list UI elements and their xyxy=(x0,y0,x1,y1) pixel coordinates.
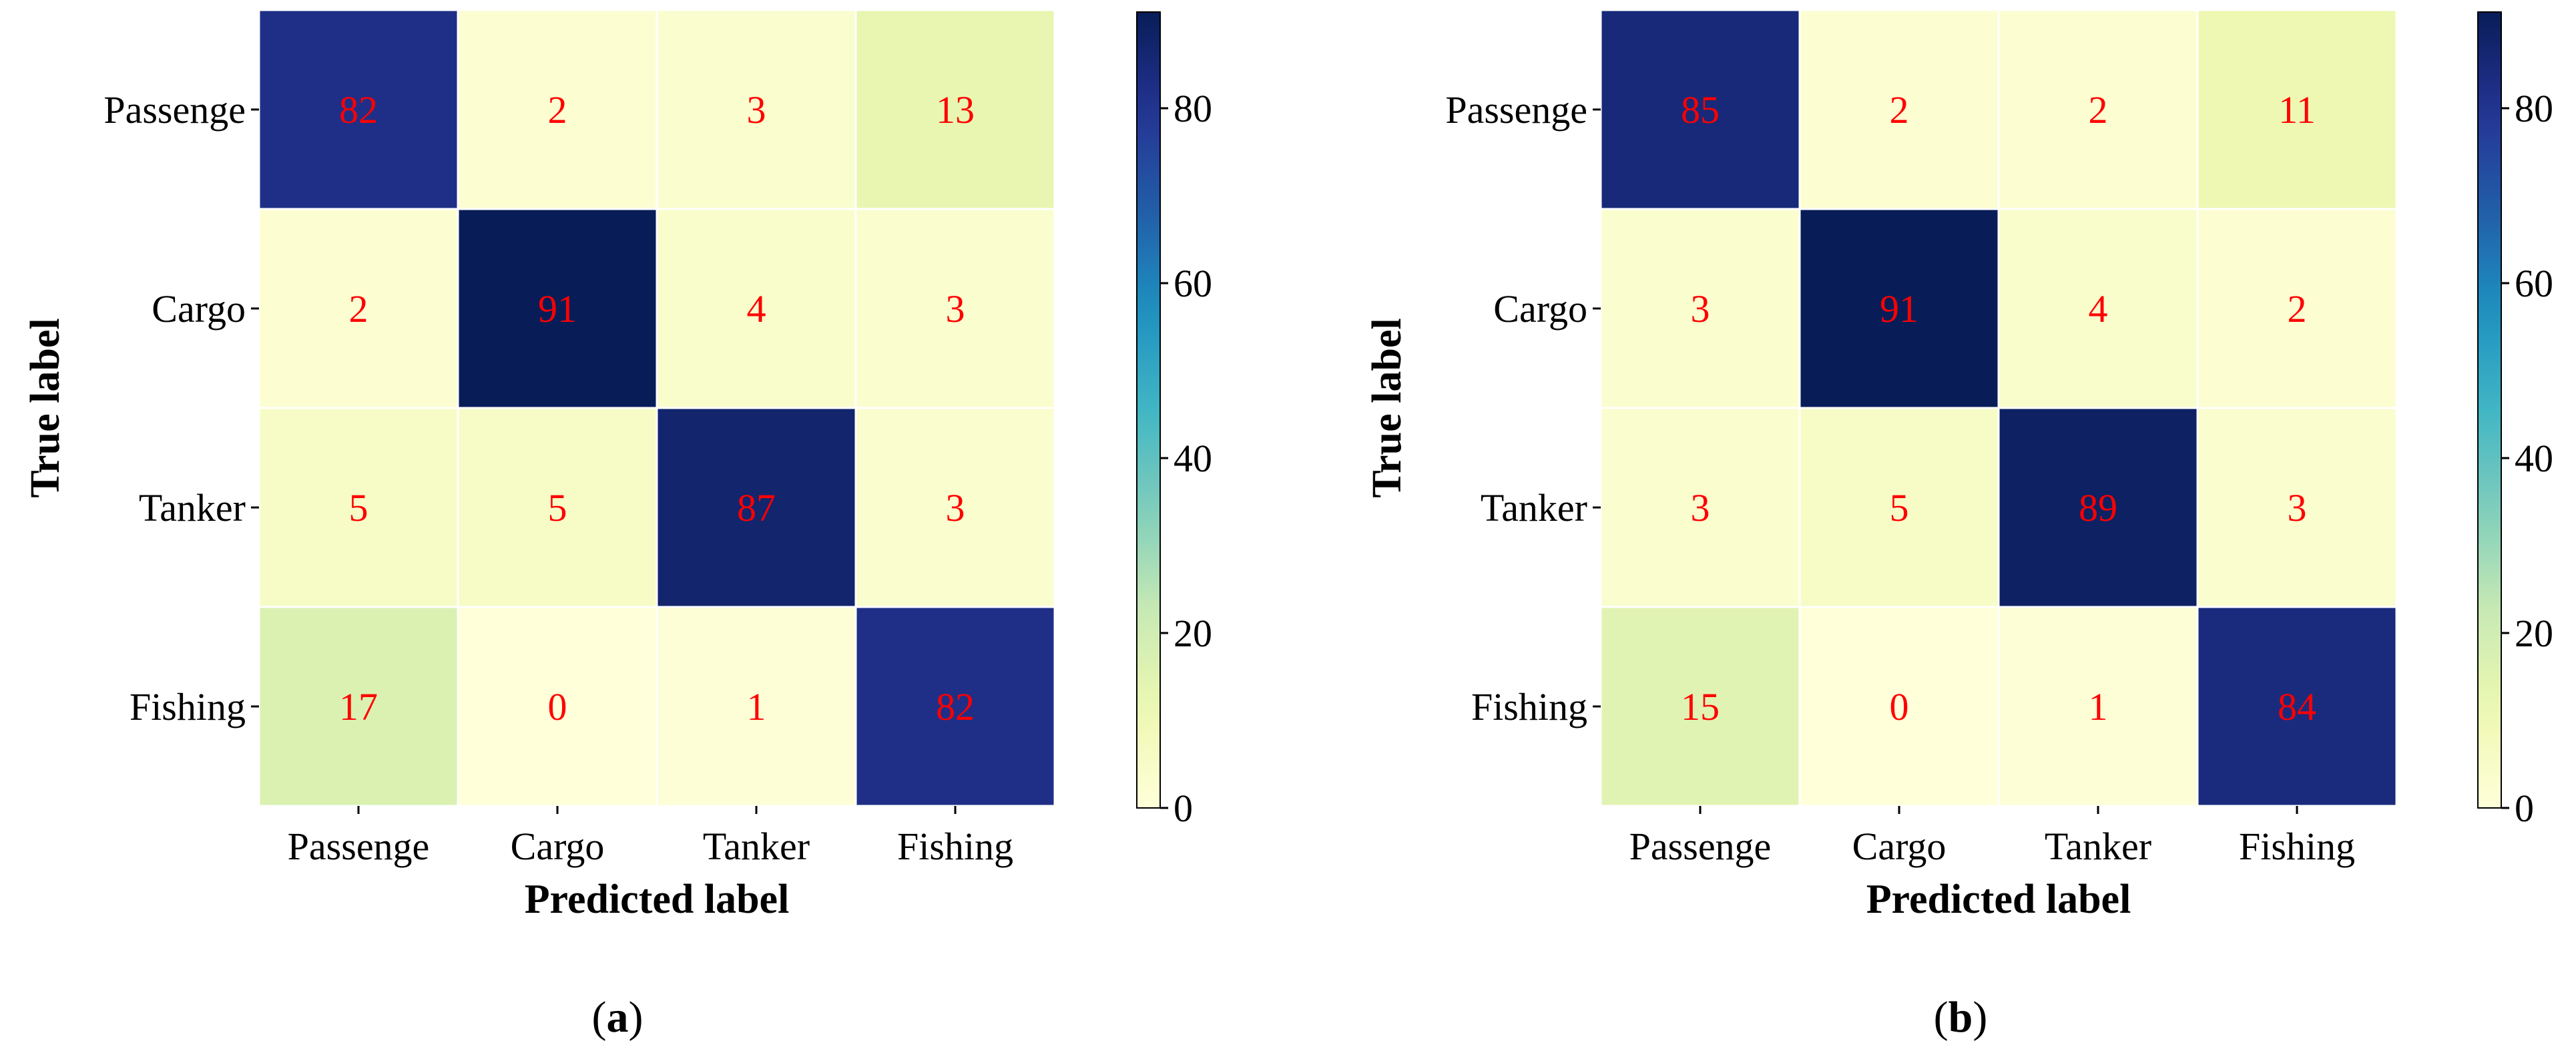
cell-value-label: 2 xyxy=(1890,88,1909,132)
heatmap-cell xyxy=(258,208,459,409)
cell-value-label: 82 xyxy=(339,88,378,132)
colorbar-tick-label: 80 xyxy=(2515,87,2553,130)
heatmap-cell xyxy=(854,9,1056,210)
heatmap-cell xyxy=(656,9,857,210)
cell-value-label: 3 xyxy=(946,287,965,331)
cell-value-label: 3 xyxy=(1691,287,1710,331)
heatmap-cell xyxy=(1798,208,2000,409)
panel-label: (b) xyxy=(1934,993,1988,1042)
colorbar-tick-label: 80 xyxy=(1174,87,1212,130)
heatmap-cell xyxy=(1599,407,1801,608)
cell-value-label: 15 xyxy=(1681,685,1720,728)
cell-value-label: 3 xyxy=(1691,486,1710,530)
heatmap-cell xyxy=(2196,208,2398,409)
colorbar-tick-label: 40 xyxy=(2515,437,2553,480)
cell-value-label: 0 xyxy=(548,685,567,728)
heatmap-cell xyxy=(1599,9,1801,210)
panel-label: (a) xyxy=(592,993,643,1042)
x-tick-label: Passenge xyxy=(1629,825,1772,868)
x-axis-label: Predicted label xyxy=(525,877,790,922)
y-axis-label: True label xyxy=(23,318,68,497)
y-tick-label: Cargo xyxy=(152,287,246,331)
cell-value-label: 11 xyxy=(2278,88,2316,132)
y-tick-label: Passenge xyxy=(1445,88,1587,132)
colorbar-tick-label: 20 xyxy=(2515,612,2553,655)
cell-value-label: 3 xyxy=(946,486,965,530)
cell-value-label: 5 xyxy=(349,486,368,530)
cell-value-label: 2 xyxy=(2089,88,2108,132)
colorbar-tick-label: 40 xyxy=(1174,437,1212,480)
panel-b: 85 2 2 11 3 91 4 2 3 5 89 3 15 0 1 84 Passenge Cargo Tanke… xyxy=(1364,9,2553,1042)
y-tick-label: Tanker xyxy=(1481,486,1587,530)
panel-a: 82 2 3 13 2 91 4 3 5 5 87 3 17 0 1 82 Passenge Cargo Tanke… xyxy=(23,9,1212,1042)
cell-value-label: 5 xyxy=(548,486,567,530)
y-tick-label: Fishing xyxy=(1471,685,1587,728)
colorbar-tick-label: 20 xyxy=(1174,612,1212,655)
cell-value-label: 2 xyxy=(349,287,368,331)
cell-value-label: 2 xyxy=(2288,287,2307,331)
x-tick-label: Fishing xyxy=(897,825,1013,868)
heatmap-cell xyxy=(1798,9,2000,210)
heatmap-cell xyxy=(854,606,1056,807)
heatmap-cell xyxy=(457,9,658,210)
x-tick-label: Tanker xyxy=(703,825,810,868)
y-tick-label: Passenge xyxy=(103,88,246,132)
cell-value-label: 89 xyxy=(2079,486,2117,530)
heatmap-cell xyxy=(457,407,658,608)
cell-value-label: 4 xyxy=(747,287,766,331)
y-tick-label: Fishing xyxy=(130,685,246,728)
y-tick-label: Tanker xyxy=(139,486,246,530)
cell-value-label: 1 xyxy=(2089,685,2108,728)
colorbar-tick-label: 0 xyxy=(2515,787,2534,830)
x-tick-label: Tanker xyxy=(2045,825,2151,868)
cell-value-label: 13 xyxy=(936,88,975,132)
cell-value-label: 17 xyxy=(339,685,378,728)
heatmap-cell xyxy=(1997,9,2199,210)
heatmap-cell xyxy=(2196,407,2398,608)
x-tick-label: Cargo xyxy=(1852,825,1947,868)
cell-value-label: 2 xyxy=(548,88,567,132)
x-axis-label: Predicted label xyxy=(1866,877,2131,922)
colorbar-tick-label: 60 xyxy=(2515,262,2553,305)
cell-value-label: 0 xyxy=(1890,685,1909,728)
colorbar-tick-label: 60 xyxy=(1174,262,1212,305)
x-tick-label: Fishing xyxy=(2239,825,2355,868)
cell-value-label: 3 xyxy=(747,88,766,132)
y-tick-label: Cargo xyxy=(1493,287,1587,331)
cell-value-label: 84 xyxy=(2278,685,2316,728)
heatmap-cell xyxy=(457,606,658,807)
cell-value-label: 85 xyxy=(1681,88,1720,132)
colorbar xyxy=(1136,11,1161,809)
heatmap-cell xyxy=(2196,606,2398,807)
heatmap-cell xyxy=(457,208,658,409)
cell-value-label: 82 xyxy=(936,685,975,728)
cell-value-label: 4 xyxy=(2089,287,2108,331)
heatmap-cell xyxy=(2196,9,2398,210)
cell-value-label: 3 xyxy=(2288,486,2307,530)
colorbar-tick-label: 0 xyxy=(1174,787,1193,830)
cell-value-label: 91 xyxy=(1880,287,1918,331)
colorbar xyxy=(2477,11,2502,809)
cell-value-label: 91 xyxy=(538,287,577,331)
cell-value-label: 87 xyxy=(737,486,776,530)
heatmap-cell xyxy=(656,606,857,807)
heatmap-cell xyxy=(258,606,459,807)
cell-value-label: 5 xyxy=(1890,486,1909,530)
heatmap-cell xyxy=(258,9,459,210)
heatmap-cell xyxy=(854,407,1056,608)
x-tick-label: Cargo xyxy=(511,825,605,868)
x-tick-label: Passenge xyxy=(288,825,430,868)
heatmap-cell xyxy=(854,208,1056,409)
y-axis-label: True label xyxy=(1364,318,1410,497)
heatmap-cell xyxy=(1798,407,2000,608)
cell-value-label: 1 xyxy=(747,685,766,728)
